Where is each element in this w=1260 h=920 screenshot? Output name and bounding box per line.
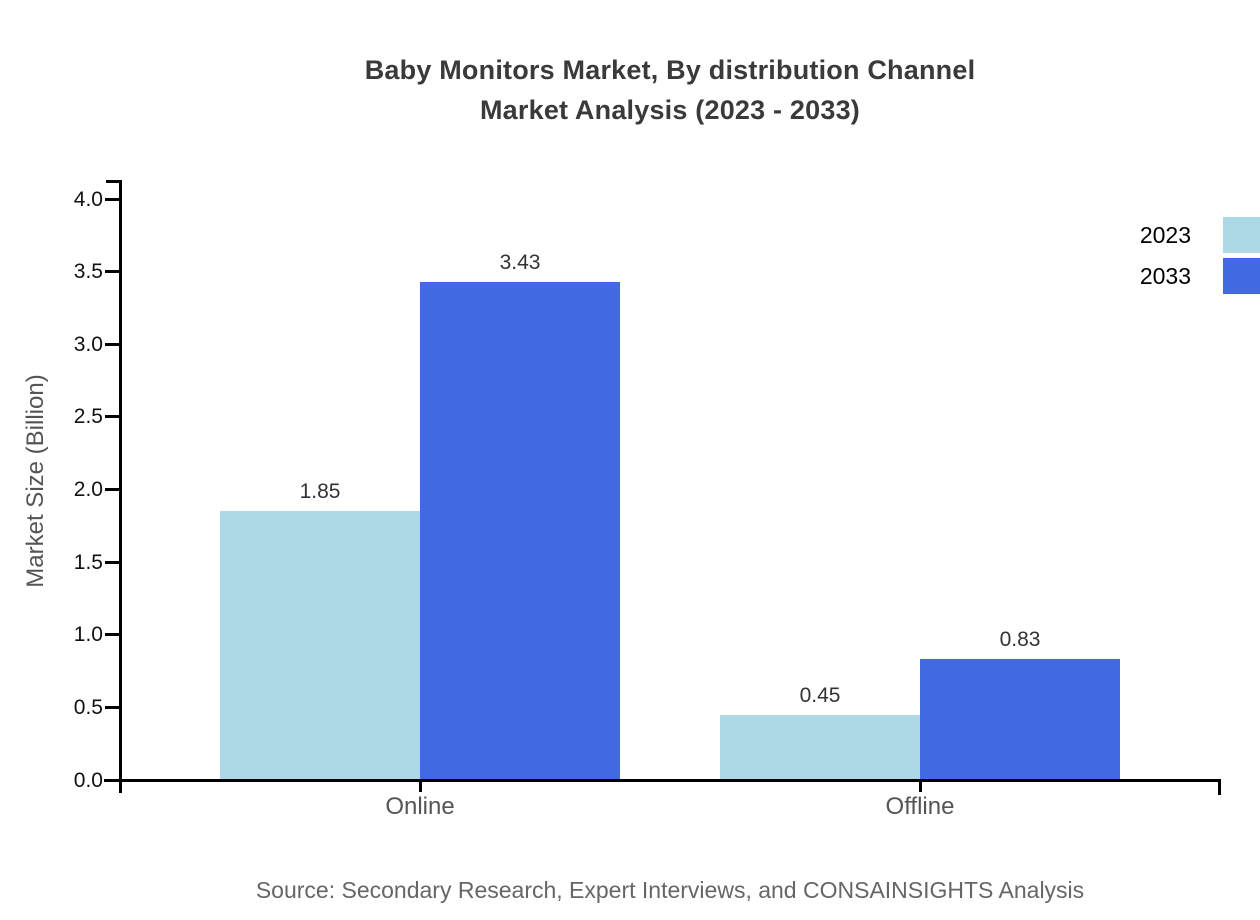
y-tick-label-2.5: 2.5 bbox=[73, 405, 103, 429]
y-tick-mark-1.5 bbox=[105, 560, 119, 564]
y-tick-mark-0.5 bbox=[105, 705, 119, 709]
legend-swatch-2033 bbox=[1223, 258, 1260, 294]
y-tick-label-1.5: 1.5 bbox=[73, 550, 103, 574]
x-axis-end-cap bbox=[1218, 779, 1221, 795]
y-tick-mark-2.0 bbox=[105, 488, 119, 491]
legend-label-2023: 2023 bbox=[1139, 221, 1191, 248]
y-tick-label-1.0: 1.0 bbox=[73, 623, 103, 647]
bar-offline-2033 bbox=[920, 659, 1120, 780]
legend-item-2023: 2023 bbox=[1140, 217, 1260, 253]
x-tick-mark-online bbox=[418, 782, 422, 792]
legend: 2023 2033 bbox=[1140, 217, 1260, 294]
x-tick-mark-offline bbox=[918, 782, 922, 792]
x-axis-label-offline: Offline bbox=[885, 793, 955, 820]
source-note: Source: Secondary Research, Expert Inter… bbox=[255, 877, 1085, 903]
y-tick-label-3.5: 3.5 bbox=[73, 260, 103, 284]
bar-online-2023 bbox=[220, 511, 420, 780]
y-axis-line bbox=[119, 180, 122, 793]
y-tick-mark-1.0 bbox=[105, 633, 119, 637]
y-tick-mark-3.5 bbox=[105, 270, 119, 274]
bar-offline-2023 bbox=[720, 714, 920, 780]
chart-title-line2: Market Analysis (2023 - 2033) bbox=[479, 95, 860, 125]
y-tick-label-4.0: 4.0 bbox=[73, 187, 103, 211]
bar-value-label-online-2033: 3.43 bbox=[499, 250, 541, 274]
y-tick-label-0.5: 0.5 bbox=[73, 695, 103, 719]
bar-online-2033 bbox=[420, 281, 620, 780]
bar-value-label-offline-2023: 0.45 bbox=[799, 683, 841, 707]
y-tick-label-0.0: 0.0 bbox=[73, 768, 103, 792]
y-axis-top-cap bbox=[106, 180, 122, 183]
legend-item-2033: 2033 bbox=[1140, 258, 1260, 294]
bar-value-label-online-2023: 1.85 bbox=[299, 480, 341, 504]
y-tick-mark-4.0 bbox=[105, 197, 119, 201]
bar-value-label-offline-2033: 0.83 bbox=[999, 628, 1041, 652]
y-tick-mark-2.5 bbox=[105, 415, 119, 419]
x-axis-line bbox=[104, 779, 1221, 782]
legend-swatch-2023 bbox=[1223, 217, 1260, 253]
legend-label-2033: 2033 bbox=[1139, 262, 1191, 289]
x-axis-label-online: Online bbox=[385, 793, 455, 820]
y-tick-mark-3.0 bbox=[105, 342, 119, 346]
y-tick-label-3.0: 3.0 bbox=[73, 332, 103, 356]
chart-title: Baby Monitors Market, By distribution Ch… bbox=[120, 50, 1220, 130]
chart-title-line1: Baby Monitors Market, By distribution Ch… bbox=[364, 55, 976, 85]
y-tick-label-2.0: 2.0 bbox=[73, 478, 103, 501]
